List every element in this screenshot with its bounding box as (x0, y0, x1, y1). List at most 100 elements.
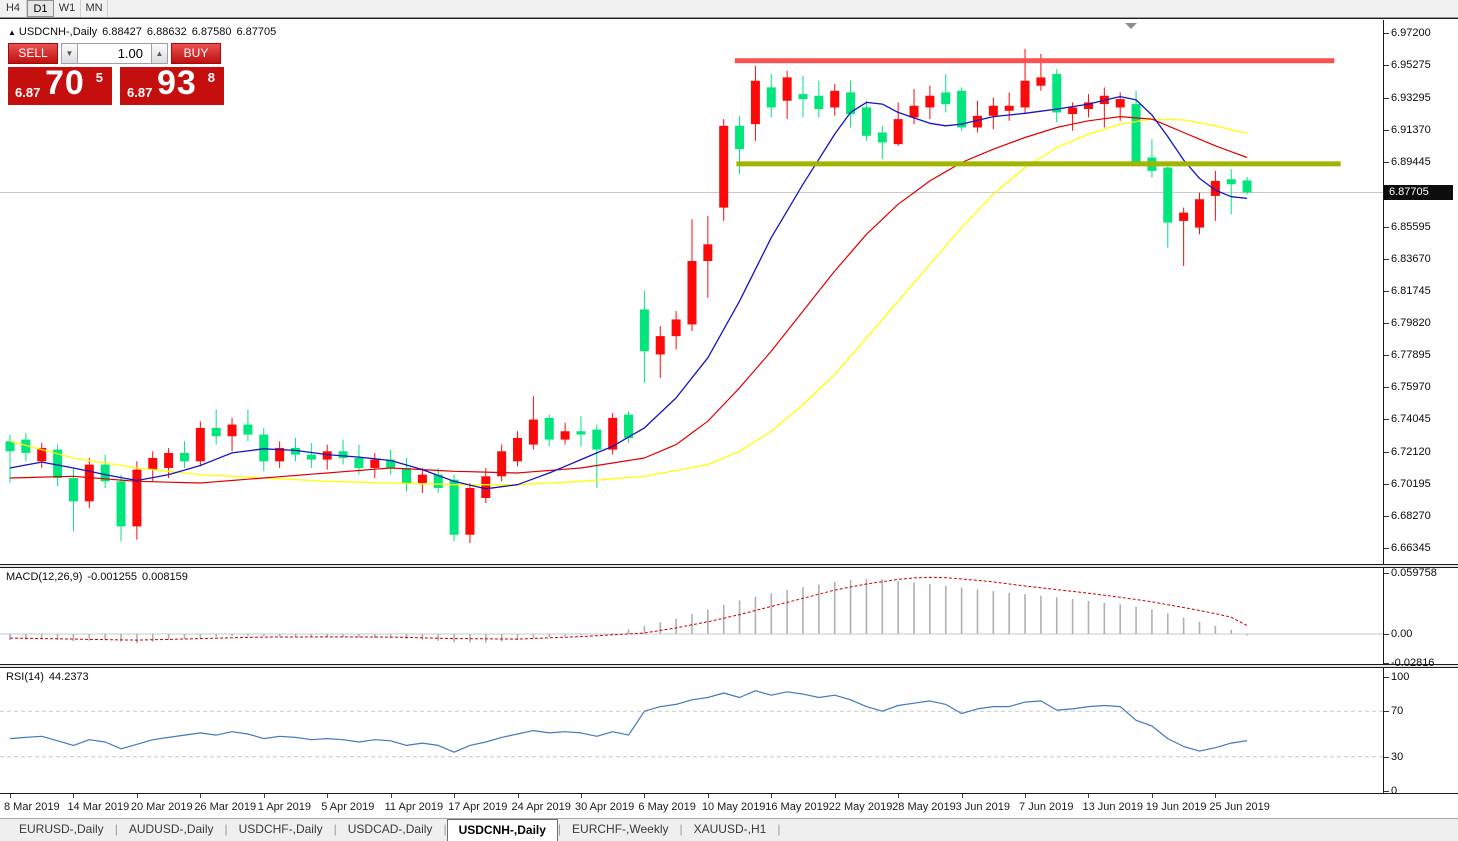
date-tick-mark (961, 794, 963, 798)
bear-candle (861, 107, 871, 136)
resistance-line (734, 58, 1335, 64)
bear-candle (592, 429, 602, 450)
current-price-badge: 6.87705 (1384, 185, 1453, 200)
date-tick-mark (834, 794, 836, 798)
support-line (736, 161, 1341, 167)
bear-candle (306, 454, 316, 460)
bear-candle (735, 125, 745, 150)
scale-tick-mark (1384, 291, 1389, 292)
chart-tab-xauusd[interactable]: XAUUSD-,H1 (693, 822, 767, 836)
tab-separator: | (443, 822, 447, 836)
bull-candle (370, 459, 380, 468)
price-tick-label: 6.70195 (1391, 478, 1431, 490)
scale-tick-mark (1384, 711, 1389, 712)
date-label: 7 Jun 2019 (1019, 801, 1074, 813)
sell-button[interactable]: SELL (8, 43, 58, 64)
sell-price-box[interactable]: 6.87 70 5 (8, 64, 112, 105)
bear-candle (798, 94, 808, 100)
chart-symbol-period: USDCNH-,Daily (18, 26, 98, 38)
bull-candle (497, 451, 507, 477)
scale-tick-mark (1384, 419, 1389, 420)
macd-canvas[interactable] (0, 568, 1458, 664)
buy-price-prefix: 6.87 (127, 85, 153, 100)
price-tick-label: 6.95275 (1391, 59, 1431, 71)
bull-candle (988, 105, 998, 116)
bull-candle (703, 244, 713, 261)
main-chart-canvas[interactable] (0, 20, 1458, 565)
bull-candle (719, 125, 729, 208)
date-label: 8 Mar 2019 (4, 801, 60, 813)
bear-candle (624, 414, 634, 438)
price-tick-label: 6.93295 (1391, 92, 1431, 104)
bear-candle (68, 477, 78, 502)
tab-separator: | (333, 822, 337, 836)
scale-tick-mark (1384, 516, 1389, 517)
panel-splitter-macd[interactable] (0, 564, 1458, 568)
chart-tab-eurchf[interactable]: EURCHF-,Weekly (572, 822, 669, 836)
chart-low-value: 6.87580 (191, 26, 232, 38)
scale-tick-mark (1384, 791, 1389, 792)
tab-separator: | (114, 822, 118, 836)
date-tick-mark (898, 794, 900, 798)
bear-candle (1052, 74, 1062, 113)
chart-tab-usdcnh[interactable]: USDCNH-,Daily (446, 819, 558, 841)
timeframe-toolbar: H4 D1 W1 MN (0, 0, 1458, 18)
scale-tick-mark (1384, 130, 1389, 131)
scale-tick-mark (1384, 677, 1389, 678)
bull-candle (1004, 105, 1014, 111)
timeframe-button-w1[interactable]: W1 (54, 0, 81, 17)
buy-button[interactable]: BUY (171, 43, 221, 64)
tab-separator: | (679, 822, 683, 836)
rsi-canvas[interactable] (0, 668, 1458, 793)
scale-tick-mark (1384, 98, 1389, 99)
bear-candle (259, 434, 269, 462)
timeframe-button-mn[interactable]: MN (81, 0, 108, 17)
chart-tab-usdcad[interactable]: USDCAD-,Daily (347, 822, 433, 836)
bear-candle (449, 479, 459, 535)
volume-input[interactable]: 1.00 (78, 43, 151, 64)
chart-high-value: 6.88632 (146, 26, 187, 38)
buy-price-big: 93 (157, 64, 197, 102)
price-tick-label: 6.66345 (1391, 542, 1431, 554)
volume-increase-button[interactable]: ▲ (151, 43, 168, 64)
bear-candle (53, 449, 63, 478)
bull-candle (687, 260, 697, 325)
price-tick-label: 6.89445 (1391, 156, 1431, 168)
chart-shift-marker-icon (1125, 23, 1137, 29)
time-scale[interactable]: 8 Mar 2019 14 Mar 2019 20 Mar 2019 26 Mar 2… (0, 793, 1458, 818)
chart-tab-usdchf[interactable]: USDCHF-,Daily (238, 822, 323, 836)
chart-tab-eurusd[interactable]: EURUSD-,Daily (19, 822, 104, 836)
timeframe-button-d1[interactable]: D1 (27, 0, 54, 17)
macd-tick-label: -0.02816 (1391, 657, 1435, 669)
price-tick-label: 6.91370 (1391, 124, 1431, 136)
date-tick-mark (263, 794, 265, 798)
volume-decrease-button[interactable]: ▼ (61, 43, 78, 64)
date-tick-mark (1025, 794, 1027, 798)
objects-expand-icon[interactable]: ▲ (8, 28, 16, 37)
timeframe-button-h4[interactable]: H4 (0, 0, 27, 17)
bull-candle (893, 119, 903, 145)
bull-candle (1083, 102, 1093, 110)
date-label: 22 May 2019 (828, 801, 893, 813)
bull-candle (560, 431, 570, 440)
date-label: 25 Jun 2019 (1209, 801, 1270, 813)
bull-candle (1020, 80, 1030, 108)
bear-candle (1163, 167, 1173, 223)
bear-candle (179, 452, 189, 462)
buy-price-box[interactable]: 6.87 93 8 (120, 64, 224, 105)
bear-candle (576, 431, 586, 435)
scale-tick-mark (1384, 33, 1389, 34)
date-label: 13 Jun 2019 (1082, 801, 1144, 813)
tab-separator: | (224, 822, 228, 836)
tab-separator: | (557, 822, 562, 836)
bear-candle (957, 90, 967, 128)
sell-price-sup: 5 (95, 70, 103, 85)
date-label: 10 May 2019 (701, 801, 766, 813)
date-tick-mark (644, 794, 646, 798)
scale-tick-mark (1384, 65, 1389, 66)
bear-candle (116, 481, 126, 527)
panel-splitter-rsi[interactable] (0, 664, 1458, 668)
bear-candle (877, 132, 887, 143)
chart-tab-audusd[interactable]: AUDUSD-,Daily (128, 822, 214, 836)
bull-candle (1210, 180, 1220, 196)
